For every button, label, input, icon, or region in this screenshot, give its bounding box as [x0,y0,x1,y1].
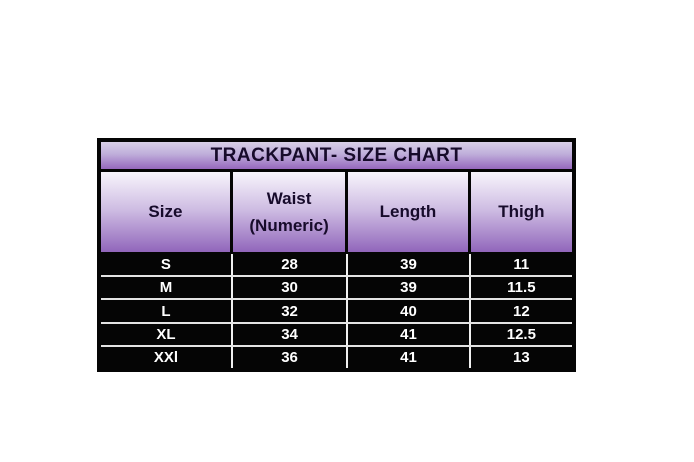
cell-length: 39 [348,277,471,299]
cell-waist: 32 [233,300,349,322]
cell-length: 41 [348,323,471,345]
table-body: S 28 39 11 M 30 39 11.5 L 32 40 12 XL 34… [101,254,572,369]
table-title: TRACKPANT- SIZE CHART [101,142,572,172]
cell-thigh: 11.5 [507,279,536,297]
cell-thigh: 12 [513,302,530,320]
cell-thigh: 11 [513,256,530,274]
column-header-waist: Waist (Numeric) [232,172,349,252]
table-header-row: Size Waist (Numeric) Length Thigh [101,172,572,254]
trackpant-size-chart-table: TRACKPANT- SIZE CHART Size Waist (Numeri… [97,138,576,372]
column-header-length: Length [348,172,471,252]
cell-waist: 28 [233,254,349,276]
table-row-m: M 30 39 11.5 [101,277,572,301]
cell-thigh: 12.5 [506,325,536,343]
cell-length: 39 [348,254,471,276]
cell-size: L [101,300,233,322]
column-header-thigh: Thigh [470,172,572,252]
cell-size: M [101,277,233,299]
cell-size: XXl [101,346,233,369]
table-row-l: L 32 40 12 [101,300,572,324]
cell-length: 41 [348,346,471,369]
cell-size: S [101,254,233,276]
cell-waist: 30 [233,277,349,299]
cell-thigh: 13 [513,348,530,366]
table-row-xl: XL 34 41 12.5 [101,323,572,347]
table-row-s: S 28 39 11 [101,254,572,278]
cell-waist: 36 [233,346,349,369]
cell-waist: 34 [233,323,349,345]
cell-size: XL [101,323,233,345]
column-header-size: Size [101,172,233,252]
cell-length: 40 [348,300,471,322]
table-row-xxl: XXl 36 41 13 [101,346,572,369]
